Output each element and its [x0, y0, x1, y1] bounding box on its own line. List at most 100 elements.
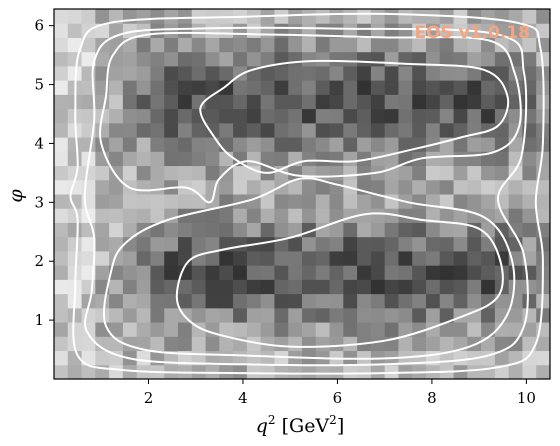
heatmap-cell: [260, 37, 275, 53]
heatmap-cell: [67, 350, 83, 366]
heatmap-cell: [150, 80, 165, 95]
heatmap-cell: [315, 179, 331, 195]
heatmap-cell: [370, 322, 386, 337]
heatmap-cell: [412, 51, 427, 67]
heatmap-cell: [315, 293, 331, 309]
heatmap-cell: [164, 265, 179, 280]
heatmap-cell: [412, 108, 427, 124]
heatmap-cell: [260, 122, 275, 138]
heatmap-cell: [412, 250, 427, 266]
heatmap-cell: [453, 165, 468, 181]
y-tick-label: 3: [34, 193, 44, 211]
heatmap-cell: [205, 208, 220, 223]
heatmap-cell: [481, 108, 496, 124]
heatmap-cell: [329, 194, 344, 209]
heatmap-cell: [191, 293, 207, 309]
heatmap-cell: [329, 307, 344, 323]
heatmap-cell: [357, 108, 372, 124]
heatmap-cell: [302, 9, 317, 24]
heatmap-cell: [384, 364, 399, 379]
heatmap-cell: [274, 293, 289, 309]
heatmap-cell: [315, 194, 331, 209]
heatmap-cell: [260, 108, 275, 124]
heatmap-cell: [357, 23, 372, 38]
heatmap-cell: [274, 65, 289, 81]
heatmap-cell: [494, 94, 510, 110]
heatmap-cell: [412, 94, 427, 110]
heatmap-cell: [453, 222, 468, 238]
heatmap-cell: [481, 137, 496, 152]
heatmap-cell: [315, 80, 331, 95]
watermark: EOS v1.0.18: [414, 23, 530, 43]
heatmap-cell: [536, 364, 550, 379]
heatmap-cell: [54, 350, 69, 366]
heatmap-cell: [426, 151, 441, 167]
heatmap-cell: [246, 51, 262, 67]
heatmap-cell: [288, 236, 303, 252]
heatmap-cell: [522, 322, 537, 337]
heatmap-cell: [453, 80, 468, 95]
heatmap-cell: [122, 265, 138, 280]
heatmap-cell: [536, 9, 550, 24]
heatmap-cell: [302, 236, 317, 252]
heatmap-cell: [150, 151, 165, 167]
heatmap-cell: [412, 23, 427, 38]
heatmap-cell: [398, 80, 413, 95]
heatmap-cell: [467, 322, 482, 337]
heatmap-cell: [54, 336, 69, 352]
heatmap-cell: [219, 293, 234, 309]
heatmap-cell: [164, 80, 179, 95]
heatmap-cell: [398, 322, 413, 337]
contour-line: [69, 12, 545, 375]
heatmap-cell: [384, 9, 399, 24]
heatmap-cell: [274, 350, 289, 366]
heatmap-cell: [343, 222, 358, 238]
heatmap-cell: [122, 279, 138, 295]
heatmap-cell: [150, 37, 165, 53]
heatmap-cell: [288, 94, 303, 110]
heatmap-cell: [384, 293, 399, 309]
y-axis-label: φ: [5, 189, 27, 203]
heatmap-cell: [439, 222, 455, 238]
heatmap-cell: [384, 65, 399, 81]
heatmap-cell: [109, 307, 124, 323]
y-tick-label: 4: [34, 134, 44, 152]
heatmap-cell: [136, 279, 151, 295]
heatmap-cell: [453, 208, 468, 223]
heatmap-cell: [522, 222, 537, 238]
heatmap-cell: [302, 322, 317, 337]
heatmap-cell: [150, 137, 165, 152]
heatmap-cell: [81, 250, 96, 266]
heatmap-cell: [508, 179, 523, 195]
heatmap-cell: [288, 137, 303, 152]
heatmap-cell: [398, 94, 413, 110]
heatmap-cell: [109, 9, 124, 24]
heatmap-cell: [522, 336, 537, 352]
heatmap-cell: [81, 137, 96, 152]
heatmap-cell: [95, 307, 110, 323]
heatmap-cell: [508, 336, 523, 352]
heatmap-cell: [178, 151, 193, 167]
heatmap-cell: [136, 165, 151, 181]
heatmap-cell: [467, 37, 482, 53]
heatmap-cell: [522, 293, 537, 309]
heatmap-cell: [494, 194, 510, 209]
heatmap-cell: [205, 165, 220, 181]
heatmap-cell: [481, 80, 496, 95]
heatmap-cell: [439, 151, 455, 167]
heatmap-cell: [246, 108, 262, 124]
heatmap-cell: [219, 336, 234, 352]
heatmap-cell: [329, 236, 344, 252]
heatmap-cell: [508, 194, 523, 209]
heatmap-cell: [274, 94, 289, 110]
heatmap-cell: [274, 37, 289, 53]
heatmap-cell: [398, 208, 413, 223]
heatmap-cell: [467, 165, 482, 181]
heatmap-cell: [494, 350, 510, 366]
heatmap-cell: [191, 122, 207, 138]
heatmap-cell: [467, 364, 482, 379]
heatmap-cell: [260, 51, 275, 67]
heatmap-cell: [439, 307, 455, 323]
heatmap-cell: [329, 122, 344, 138]
heatmap-cell: [178, 9, 193, 24]
